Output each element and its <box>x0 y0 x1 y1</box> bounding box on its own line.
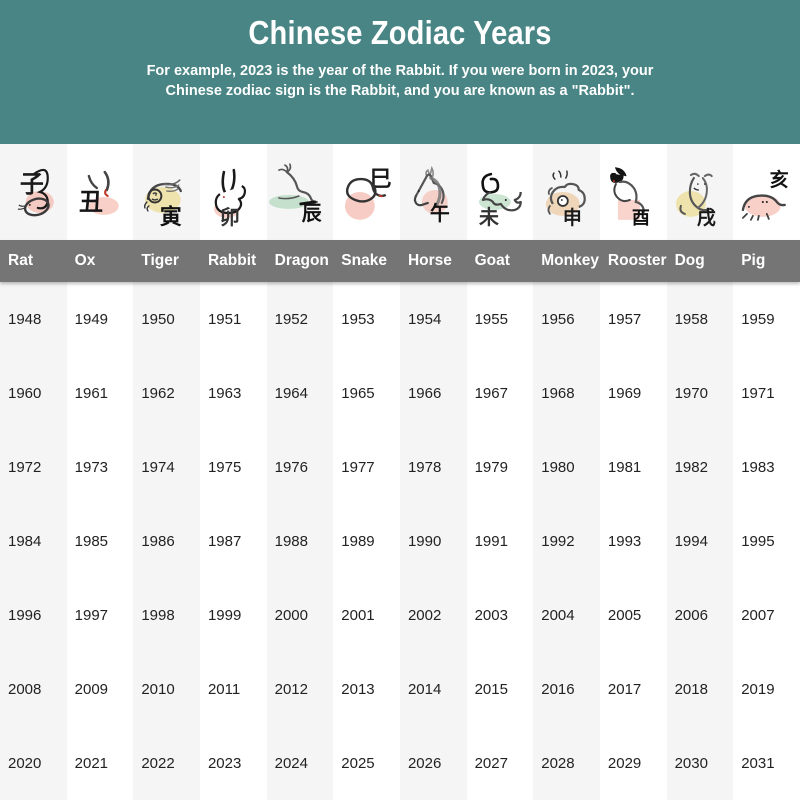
svg-text:申: 申 <box>563 206 582 229</box>
svg-text:戌: 戌 <box>696 207 715 229</box>
svg-text:寅: 寅 <box>160 204 182 229</box>
svg-text:亥: 亥 <box>770 168 789 191</box>
svg-text:午: 午 <box>430 202 450 225</box>
svg-text:子: 子 <box>20 171 44 198</box>
svg-text:丑: 丑 <box>79 189 103 216</box>
svg-text:辰: 辰 <box>301 203 321 225</box>
svg-text:未: 未 <box>478 206 499 229</box>
svg-text:酉: 酉 <box>632 208 650 228</box>
svg-text:卯: 卯 <box>220 207 240 229</box>
